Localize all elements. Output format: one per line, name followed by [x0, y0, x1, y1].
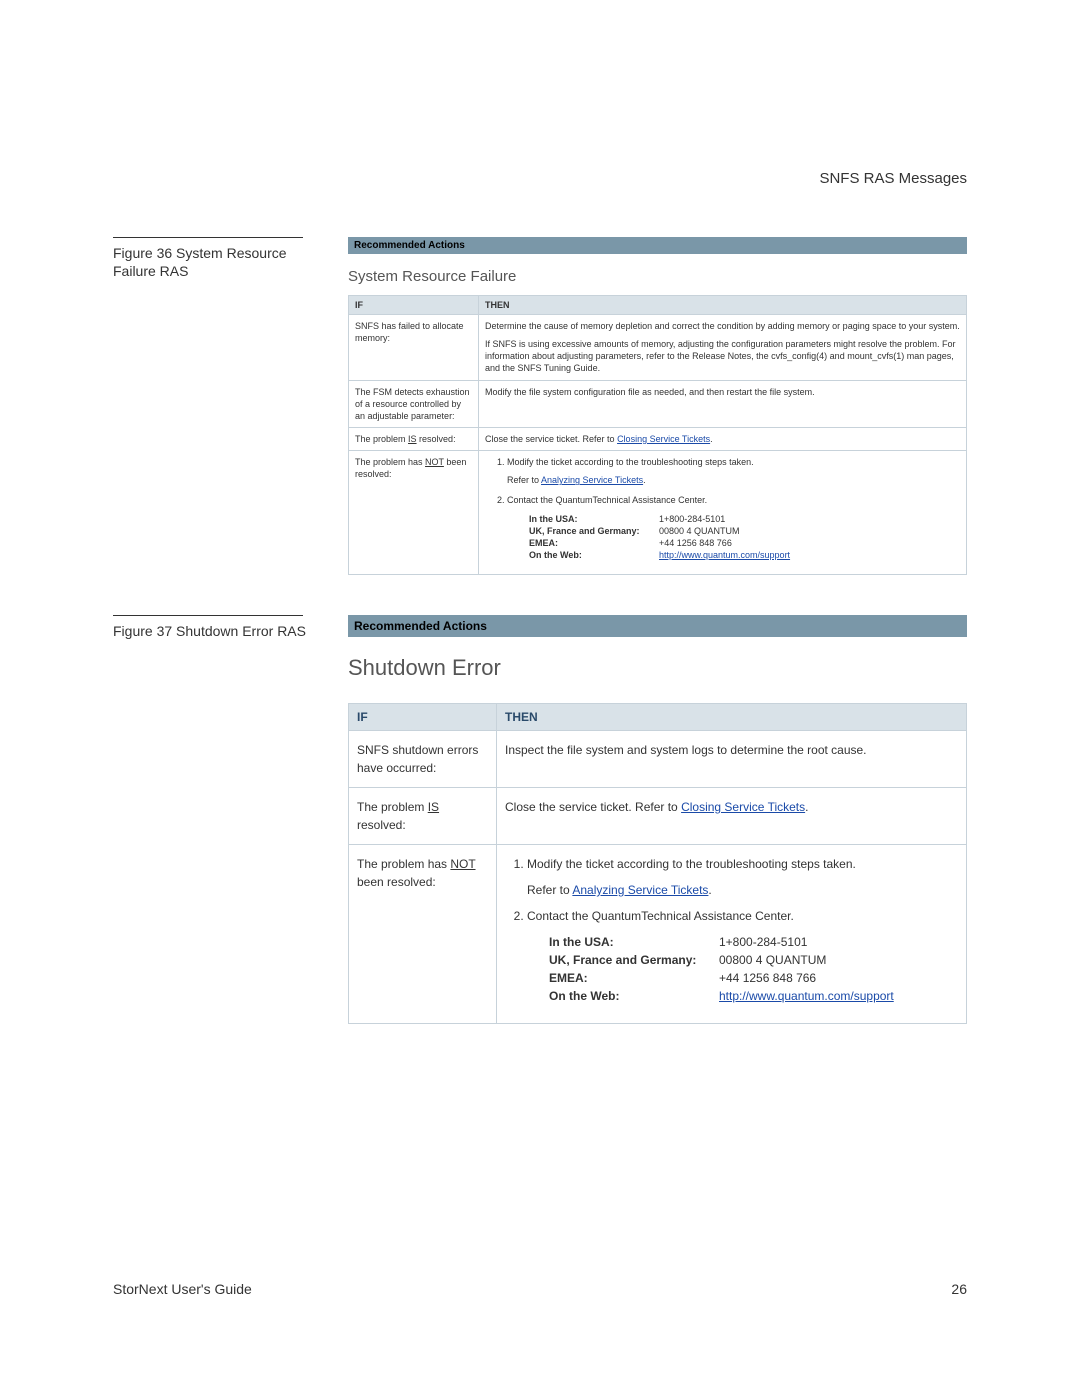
- if-cell: The problem has NOT been resolved:: [349, 451, 479, 575]
- page-header: SNFS RAS Messages: [113, 170, 967, 187]
- then-pre: Close the service ticket. Refer to: [505, 800, 681, 814]
- then-pre: Close the service ticket. Refer to: [485, 434, 617, 444]
- if-post: been resolved:: [357, 875, 436, 889]
- if-post: resolved:: [417, 434, 456, 444]
- figure-rule: [113, 237, 303, 238]
- contact-value: +44 1256 848 766: [719, 969, 816, 987]
- if-post: resolved:: [357, 818, 406, 832]
- recommended-actions-bar: Recommended Actions: [348, 615, 967, 637]
- if-pre: The problem: [357, 800, 428, 814]
- footer-page-number: 26: [951, 1281, 967, 1297]
- figure-label-column: Figure 36 System Resource Failure RAS: [113, 237, 348, 575]
- contact-value: 1+800-284-5101: [719, 933, 807, 951]
- figure-37-section: Figure 37 Shutdown Error RAS Recommended…: [113, 615, 967, 1024]
- contact-label: UK, France and Germany:: [549, 951, 719, 969]
- table-row: SNFS shutdown errors have occurred: Insp…: [349, 731, 967, 788]
- closing-tickets-link[interactable]: Closing Service Tickets: [681, 800, 805, 814]
- figure-36-caption: Figure 36 System Resource Failure RAS: [113, 244, 328, 280]
- contact-label: EMEA:: [529, 537, 659, 549]
- then-cell: Modify the ticket according to the troub…: [497, 845, 967, 1024]
- contact-block: In the USA:1+800-284-5101 UK, France and…: [527, 933, 958, 1005]
- step-text: Contact the QuantumTechnical Assistance …: [527, 909, 794, 923]
- contact-value: 1+800-284-5101: [659, 513, 725, 525]
- figure-rule: [113, 615, 303, 616]
- col-if: IF: [349, 704, 497, 731]
- if-em: IS: [408, 434, 417, 444]
- contact-value: 00800 4 QUANTUM: [719, 951, 826, 969]
- if-em: NOT: [425, 457, 444, 467]
- figure-label-column: Figure 37 Shutdown Error RAS: [113, 615, 348, 1024]
- panel-title: System Resource Failure: [348, 254, 967, 295]
- then-cell: Inspect the file system and system logs …: [497, 731, 967, 788]
- col-then: THEN: [497, 704, 967, 731]
- page-content: SNFS RAS Messages Figure 36 System Resou…: [113, 170, 967, 1064]
- list-item: Modify the ticket according to the troub…: [527, 855, 958, 899]
- page-footer: StorNext User's Guide 26: [113, 1281, 967, 1297]
- steps-list: Modify the ticket according to the troub…: [485, 456, 960, 561]
- contact-value: +44 1256 848 766: [659, 537, 732, 549]
- if-pre: The problem has: [357, 857, 450, 871]
- figure-36-content: Recommended Actions System Resource Fail…: [348, 237, 967, 575]
- table-row: The problem has NOT been resolved: Modif…: [349, 845, 967, 1024]
- analyzing-tickets-link[interactable]: Analyzing Service Tickets: [541, 475, 643, 485]
- table-row: The FSM detects exhaustion of a resource…: [349, 380, 967, 427]
- if-cell: SNFS has failed to allocate memory:: [349, 315, 479, 381]
- contact-label: In the USA:: [529, 513, 659, 525]
- footer-left: StorNext User's Guide: [113, 1281, 252, 1297]
- if-cell: The problem IS resolved:: [349, 427, 479, 450]
- then-cell: Determine the cause of memory depletion …: [479, 315, 967, 381]
- panel-title: Shutdown Error: [348, 637, 967, 703]
- figure-37-content: Recommended Actions Shutdown Error IF TH…: [348, 615, 967, 1024]
- if-pre: The problem: [355, 434, 408, 444]
- support-link[interactable]: http://www.quantum.com/support: [659, 549, 790, 561]
- table-row: The problem IS resolved: Close the servi…: [349, 427, 967, 450]
- support-link[interactable]: http://www.quantum.com/support: [719, 987, 894, 1005]
- if-cell: The problem IS resolved:: [349, 788, 497, 845]
- step-text: Modify the ticket according to the troub…: [527, 857, 856, 871]
- if-em: NOT: [450, 857, 475, 871]
- then-text: If SNFS is using excessive amounts of me…: [485, 338, 960, 374]
- recommended-actions-bar: Recommended Actions: [348, 237, 967, 254]
- ras-table-37: IF THEN SNFS shutdown errors have occurr…: [348, 703, 967, 1024]
- analyzing-tickets-link[interactable]: Analyzing Service Tickets: [572, 883, 708, 897]
- contact-label: On the Web:: [549, 987, 719, 1005]
- table-row: The problem IS resolved: Close the servi…: [349, 788, 967, 845]
- list-item: Modify the ticket according to the troub…: [507, 456, 960, 486]
- then-cell: Close the service ticket. Refer to Closi…: [497, 788, 967, 845]
- then-text: Determine the cause of memory depletion …: [485, 320, 960, 332]
- contact-label: In the USA:: [549, 933, 719, 951]
- step-text: Contact the QuantumTechnical Assistance …: [507, 495, 707, 505]
- contact-block: In the USA:1+800-284-5101 UK, France and…: [507, 513, 960, 562]
- figure-37-caption: Figure 37 Shutdown Error RAS: [113, 622, 328, 640]
- col-then: THEN: [479, 296, 967, 315]
- then-cell: Modify the ticket according to the troub…: [479, 451, 967, 575]
- refer-text: Refer to: [507, 475, 541, 485]
- if-cell: The FSM detects exhaustion of a resource…: [349, 380, 479, 427]
- figure-36-section: Figure 36 System Resource Failure RAS Re…: [113, 237, 967, 575]
- table-row: The problem has NOT been resolved: Modif…: [349, 451, 967, 575]
- col-if: IF: [349, 296, 479, 315]
- if-cell: The problem has NOT been resolved:: [349, 845, 497, 1024]
- if-cell: SNFS shutdown errors have occurred:: [349, 731, 497, 788]
- contact-value: 00800 4 QUANTUM: [659, 525, 740, 537]
- refer-text: Refer to: [527, 883, 572, 897]
- closing-tickets-link[interactable]: Closing Service Tickets: [617, 434, 710, 444]
- then-cell: Modify the file system configuration fil…: [479, 380, 967, 427]
- contact-label: On the Web:: [529, 549, 659, 561]
- table-row: SNFS has failed to allocate memory: Dete…: [349, 315, 967, 381]
- list-item: Contact the QuantumTechnical Assistance …: [527, 907, 958, 1005]
- contact-label: UK, France and Germany:: [529, 525, 659, 537]
- if-pre: The problem has: [355, 457, 425, 467]
- steps-list: Modify the ticket according to the troub…: [505, 855, 958, 1005]
- step-text: Modify the ticket according to the troub…: [507, 457, 754, 467]
- list-item: Contact the QuantumTechnical Assistance …: [507, 494, 960, 561]
- if-em: IS: [428, 800, 439, 814]
- then-cell: Close the service ticket. Refer to Closi…: [479, 427, 967, 450]
- ras-table-36: IF THEN SNFS has failed to allocate memo…: [348, 295, 967, 575]
- contact-label: EMEA:: [549, 969, 719, 987]
